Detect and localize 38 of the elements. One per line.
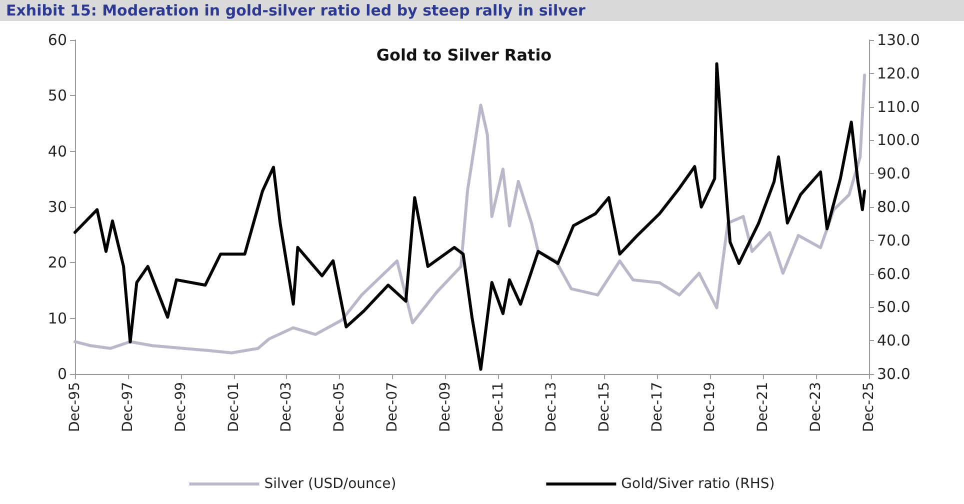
x-tick-label: Dec-19 [702,382,718,432]
y-tick-label: 10 [48,309,67,328]
y2-tick-label: 30.0 [877,365,910,383]
x-tick-label: Dec-21 [755,382,772,432]
y-tick-label: 40 [48,142,67,160]
y2-tick-label: 40.0 [877,332,910,350]
x-tick-label: Dec-23 [808,382,824,432]
x-tick-label: Dec-97 [120,382,136,432]
y2-tick-label: 90.0 [877,164,910,183]
y-tick-label: 20 [48,254,67,272]
x-tick-label: Dec-09 [438,382,454,432]
x-tick-label: Dec-17 [649,382,666,432]
y2-tick-label: 120.0 [877,64,920,82]
x-tick-label: Dec-13 [543,382,560,432]
y-tick-label: 50 [48,86,67,105]
legend-label: Silver (USD/ounce) [264,476,396,492]
chart-subtitle: Gold to Silver Ratio [376,46,552,64]
y2-tick-label: 70.0 [877,231,910,250]
y2-tick-label: 130.0 [877,31,920,49]
x-tick-label: Dec-95 [67,382,83,432]
x-tick-label: Dec-01 [226,382,242,432]
x-tick-label: Dec-03 [278,382,295,432]
y2-tick-label: 110.0 [877,98,920,116]
x-tick-label: Dec-07 [384,382,401,432]
legend-label: Gold/Siver ratio (RHS) [621,476,775,492]
x-tick-label: Dec-15 [596,382,612,432]
x-tick-label: Dec-11 [490,382,506,432]
y-tick-label: 0 [57,365,67,383]
y2-tick-label: 50.0 [877,298,910,316]
y2-tick-label: 80.0 [877,198,910,216]
x-tick-label: Dec-99 [172,382,189,432]
y-tick-label: 30 [48,198,67,216]
y-tick-label: 60 [48,31,67,49]
x-tick-label: Dec-05 [332,382,348,432]
y2-tick-label: 60.0 [877,264,910,283]
chart-title: Exhibit 15: Moderation in gold-silver ratio led by steep rally in silver [6,2,586,20]
x-tick-label: Dec-25 [861,382,877,432]
y2-tick-label: 100.0 [877,131,920,150]
